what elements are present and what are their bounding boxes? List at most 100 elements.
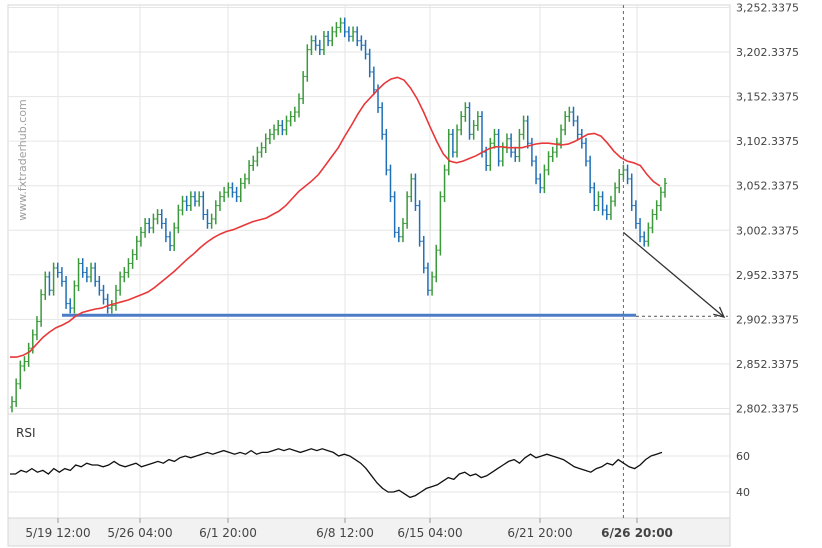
- y-tick-label: 3,102.3375: [736, 135, 799, 148]
- price-bar: [650, 209, 655, 234]
- price-bar: [525, 115, 530, 149]
- price-bar: [463, 102, 468, 122]
- y-tick-label: 3,202.3375: [736, 46, 799, 59]
- price-bar: [488, 137, 493, 171]
- price-bar: [84, 267, 89, 283]
- x-axis-band: [7, 517, 731, 547]
- price-bar: [159, 209, 164, 229]
- price-bar: [267, 128, 272, 145]
- price-bar: [247, 160, 252, 185]
- price-bar: [579, 128, 584, 149]
- price-bar: [188, 191, 193, 211]
- price-bar: [280, 120, 285, 136]
- price-bar: [163, 218, 168, 243]
- price-bar: [68, 298, 73, 314]
- price-bar: [213, 200, 218, 225]
- x-axis-ticks: 5/19 12:00 5/26 04:00 6/1 20:00 6/8 12:00 6/…: [25, 518, 673, 540]
- price-bar: [230, 182, 235, 198]
- x-tick-label: 5/19 12:00: [25, 526, 90, 540]
- price-bar: [18, 360, 23, 390]
- watermark: www.fxtraderhub.com: [16, 99, 29, 220]
- price-bar: [613, 182, 618, 207]
- price-bar: [604, 204, 609, 220]
- price-bar: [417, 200, 422, 247]
- price-bar: [309, 35, 314, 56]
- price-bar: [321, 30, 326, 56]
- rsi-line: [10, 448, 663, 499]
- price-bar: [546, 151, 551, 176]
- price-bar: [405, 191, 410, 229]
- price-bar: [34, 316, 39, 341]
- price-bar: [143, 218, 148, 238]
- price-bar: [396, 226, 401, 243]
- price-bar: [496, 128, 501, 167]
- x-tick-label: 6/15 04:00: [397, 526, 462, 540]
- x-tick-label: 6/21 20:00: [507, 526, 572, 540]
- price-bar: [51, 262, 56, 296]
- x-tick-label: 6/26 20:00: [601, 526, 673, 540]
- forecast-arrow-head: [713, 306, 726, 318]
- price-bar: [59, 267, 64, 287]
- price-bar: [384, 128, 389, 176]
- price-bar: [55, 262, 60, 278]
- price-bar: [276, 120, 281, 136]
- price-bar: [517, 128, 522, 162]
- forecast-arrow: [622, 231, 726, 318]
- price-bar: [588, 155, 593, 194]
- price-bar: [467, 102, 472, 140]
- price-bar: [118, 271, 123, 296]
- price-bar: [134, 235, 139, 260]
- price-bar: [400, 218, 405, 243]
- price-bar: [633, 200, 638, 229]
- forecast-arrow-line: [622, 231, 725, 318]
- price-bar: [184, 195, 189, 211]
- price-bar: [450, 128, 455, 158]
- x-tick-label: 6/8 12:00: [316, 526, 374, 540]
- price-bar: [600, 191, 605, 216]
- price-bar: [442, 164, 447, 203]
- price-bar: [583, 137, 588, 167]
- price-bar: [330, 26, 335, 47]
- price-bar: [575, 115, 580, 140]
- price-bar: [617, 169, 622, 194]
- price-bar: [97, 275, 102, 296]
- price-bar: [259, 142, 264, 158]
- price-bar: [168, 231, 173, 252]
- price-bar: [425, 262, 430, 296]
- price-bar: [608, 195, 613, 220]
- price-bar: [272, 124, 277, 140]
- rsi-y-ticks: 60 40: [736, 450, 750, 499]
- price-bar: [513, 146, 518, 162]
- price-bar: [296, 93, 301, 118]
- price-bar: [430, 271, 435, 296]
- rsi-grid: [8, 455, 730, 493]
- price-bar: [342, 17, 347, 38]
- price-bar: [193, 191, 198, 207]
- price-bar: [197, 191, 202, 207]
- price-bar: [251, 155, 256, 171]
- price-bar: [538, 173, 543, 194]
- price-bar: [284, 115, 289, 136]
- price-bar: [571, 106, 576, 127]
- price-bar: [301, 71, 306, 105]
- price-bar: [371, 66, 376, 96]
- price-bar: [658, 186, 663, 211]
- price-bar: [596, 191, 601, 211]
- price-bar: [263, 133, 268, 154]
- price-bar: [201, 191, 206, 220]
- price-bar: [421, 235, 426, 274]
- rsi-title: RSI: [16, 426, 36, 440]
- price-bar: [459, 111, 464, 136]
- price-bars: [10, 17, 667, 413]
- price-bar: [76, 258, 81, 292]
- price-bar: [238, 177, 243, 203]
- price-bar: [47, 271, 52, 296]
- price-bar: [64, 275, 69, 309]
- price-bar: [346, 26, 351, 42]
- price-bar: [663, 177, 667, 198]
- price-bar: [563, 111, 568, 136]
- price-bar: [26, 342, 31, 367]
- price-bar: [409, 173, 414, 203]
- price-bar: [367, 48, 372, 78]
